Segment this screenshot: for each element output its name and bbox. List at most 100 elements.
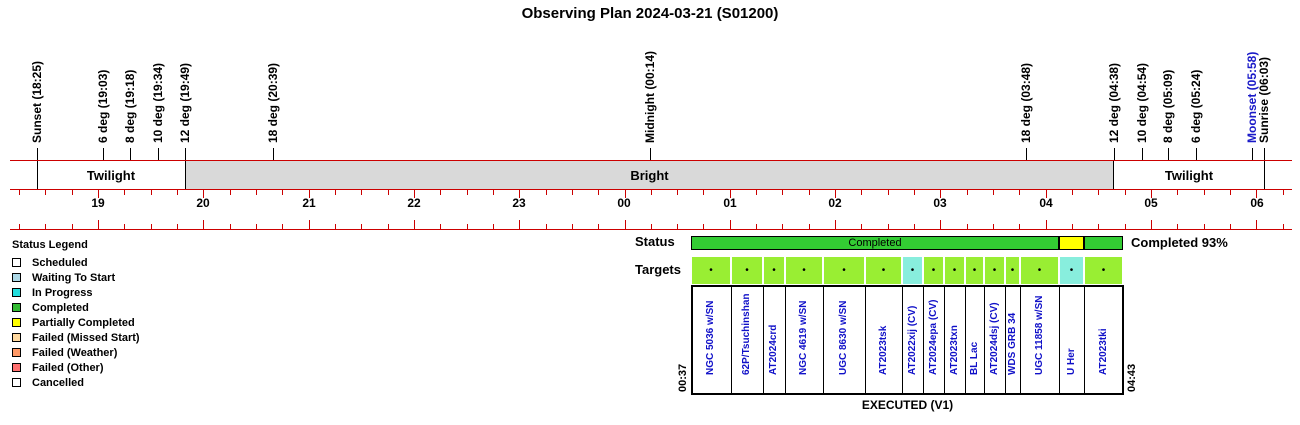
target-name[interactable]: WDS GRB 34 [1006,312,1018,375]
ruler-tick [888,224,889,229]
target-name[interactable]: AT2024dsj (CV) [988,302,1000,375]
target-block[interactable]: • [944,256,965,285]
ruler-tick [98,220,99,229]
target-divider [731,287,732,393]
hour-label: 04 [1039,196,1053,210]
ruler-tick [45,190,46,195]
legend-label: Failed (Missed Start) [32,331,140,344]
event-label: 6 deg (05:24) [1189,69,1203,143]
target-name[interactable]: 62P/Tsuchinshan [741,293,752,375]
ruler-tick [98,190,99,198]
sun-boundary-line [37,161,38,189]
ruler-tick [19,224,20,229]
timeline-top-rule [10,160,1292,161]
target-block[interactable]: • [763,256,785,285]
ruler-tick [651,190,652,195]
target-block[interactable]: • [1005,256,1020,285]
legend-heading: Status Legend [12,239,88,251]
ruler-tick [1019,190,1020,195]
target-block[interactable]: • [823,256,865,285]
sun-boundary-line [1264,161,1265,189]
end-time-label: 04:43 [1126,363,1138,392]
ruler-tick [1230,224,1231,229]
target-block[interactable]: • [1059,256,1084,285]
completion-summary: Completed 93% [1131,235,1228,250]
ruler-tick [1046,190,1047,198]
target-block[interactable]: • [731,256,763,285]
target-divider [902,287,903,393]
ruler-tick [151,224,152,229]
ruler-tick [1151,190,1152,198]
status-segment [1084,236,1123,250]
legend-label: Cancelled [32,376,84,389]
legend-item: In Progress [12,285,140,300]
ruler-tick [177,190,178,195]
event-label: 12 deg (04:38) [1107,62,1121,143]
ruler-tick [730,190,731,198]
target-block[interactable]: • [965,256,984,285]
ruler-tick [1204,190,1205,195]
legend-label: Failed (Other) [32,361,104,374]
ruler-tick [861,190,862,195]
ruler-tick [361,224,362,229]
event-tick [1196,148,1197,161]
target-block[interactable]: • [1020,256,1059,285]
target-name[interactable]: AT2024epa (CV) [927,299,939,375]
target-divider [1005,287,1006,393]
legend-item: Partially Completed [12,315,140,330]
ruler-tick [809,190,810,195]
target-block[interactable]: • [902,256,923,285]
target-name[interactable]: AT2023tki [1097,328,1109,375]
ruler-tick [124,190,125,195]
target-name[interactable]: AT2023tsk [877,325,889,375]
target-name[interactable]: NGC 5036 w/SN [705,300,716,375]
event-tick [273,148,274,161]
ruler-tick [203,220,204,229]
target-divider [984,287,985,393]
target-name[interactable]: NGC 4619 w/SN [798,300,809,375]
target-name[interactable]: AT2022xij (CV) [906,305,918,375]
ruler-tick [151,190,152,195]
legend-item: Completed [12,300,140,315]
target-name[interactable]: U Her [1065,348,1077,375]
ruler-tick [256,190,257,195]
event-tick [650,148,651,161]
target-divider [785,287,786,393]
ruler-tick [546,224,547,229]
target-divider [923,287,924,393]
target-name[interactable]: UGC 11858 w/SN [1033,295,1045,375]
target-name[interactable]: AT2024crd [768,324,779,375]
ruler-tick [519,190,520,198]
hour-label: 02 [828,196,842,210]
target-name[interactable]: AT2023txn [948,325,960,375]
ruler-tick [677,224,678,229]
ruler-tick [572,190,573,195]
event-label: 10 deg (04:54) [1135,62,1149,143]
event-tick [1142,148,1143,161]
target-divider [763,287,764,393]
target-block[interactable]: • [785,256,823,285]
ruler-tick [1125,224,1126,229]
event-label: 18 deg (03:48) [1019,62,1033,143]
ruler-tick [782,224,783,229]
legend-swatch [12,333,21,342]
hour-label: 06 [1250,196,1264,210]
status-legend: Status Legend Scheduled Waiting To Start I… [12,239,140,390]
ruler-tick [546,190,547,195]
target-block[interactable]: • [984,256,1005,285]
legend-swatch [12,378,21,387]
legend-label: Scheduled [32,256,88,269]
hour-label: 05 [1144,196,1158,210]
target-block[interactable]: • [691,256,731,285]
target-block[interactable]: • [923,256,944,285]
target-block[interactable]: • [865,256,902,285]
target-name[interactable]: UGC 8630 w/SN [838,300,849,375]
event-tick [185,148,186,161]
legend-item: Scheduled [12,255,140,270]
target-block[interactable]: • [1084,256,1123,285]
ruler-tick [572,224,573,229]
event-tick [158,148,159,161]
target-name[interactable]: BL Lac [968,341,980,375]
ruler-tick [1256,220,1257,229]
hour-label: 22 [407,196,421,210]
